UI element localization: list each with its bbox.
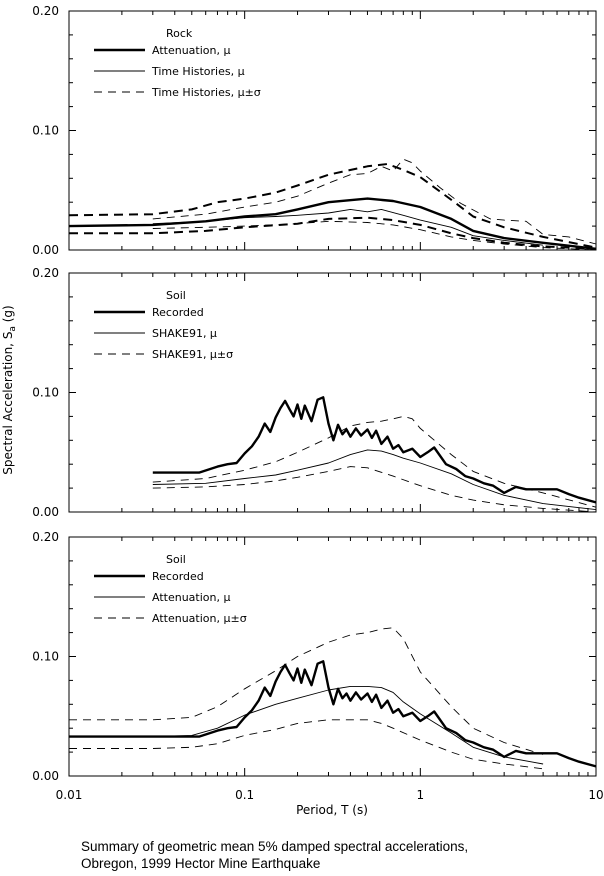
legend-entry-label: Attenuation, μ	[152, 591, 230, 604]
y-tick-label: 0.10	[32, 124, 59, 138]
y-axis-label: Spectral Acceleration, Sa (g)	[1, 305, 18, 474]
legend-title: Soil	[166, 289, 186, 302]
series-line	[152, 466, 597, 513]
chart-panels: 0.00 0.10 0.20 Rock Attenuation, μ Time Histo…	[32, 4, 603, 802]
y-tick-label: 0.20	[32, 4, 59, 18]
series-line	[152, 158, 597, 245]
y-tick-label: 0.00	[32, 505, 59, 519]
legend-entry-label: Recorded	[152, 306, 204, 319]
series-line	[152, 415, 597, 508]
legend-entry-label: Attenuation, μ	[152, 44, 230, 57]
x-tick-label: 0.01	[56, 788, 83, 802]
x-axis-label: Period, T (s)	[296, 803, 368, 817]
caption-line-1: Summary of geometric mean 5% damped spec…	[81, 839, 469, 854]
series-line	[69, 216, 597, 250]
y-tick-label: 0.20	[32, 530, 59, 544]
x-tick-label: 0.1	[235, 788, 254, 802]
y-tick-label: 0.10	[32, 650, 59, 664]
legend-entry-label: SHAKE91, μ±σ	[152, 348, 233, 361]
series-line	[68, 197, 597, 250]
legend-entry-label: Attenuation, μ±σ	[152, 612, 247, 625]
legend-title: Soil	[166, 553, 186, 566]
legend-entry-label: SHAKE91, μ	[152, 327, 217, 340]
caption-line-2: Obregon, 1999 Hector Mine Earthquake	[81, 856, 321, 871]
legend-entry-label: Time Histories, μ	[151, 65, 245, 78]
spectral-acceleration-figure: 0.00 0.10 0.20 Rock Attenuation, μ Time Histo…	[1, 4, 604, 817]
series-line	[152, 208, 544, 246]
plot-frame	[68, 272, 597, 513]
series-line	[69, 660, 597, 768]
series-line	[69, 627, 544, 755]
y-tick-label: 0.00	[32, 769, 59, 783]
series-line	[152, 449, 597, 511]
y-tick-label: 0.00	[32, 243, 59, 257]
x-tick-label: 10	[588, 788, 603, 802]
chart-panel-2: 0.00 0.10 0.20 Soil Recorded SHAKE91, μ SHAKE9…	[32, 266, 597, 519]
y-tick-label: 0.10	[32, 386, 59, 400]
series-line	[69, 719, 544, 770]
plot-frame	[68, 536, 597, 777]
y-tick-label: 0.20	[32, 266, 59, 280]
series-line	[152, 220, 597, 251]
x-tick-label: 1	[417, 788, 425, 802]
chart-panel-3: 0.00 0.10 0.20 Soil Recorded Attenuation, μ At…	[32, 530, 597, 783]
legend-entry-label: Time Histories, μ±σ	[151, 86, 261, 99]
series-line	[152, 396, 597, 504]
legend-title: Rock	[166, 27, 193, 40]
series-line	[68, 163, 597, 249]
figure-caption: Summary of geometric mean 5% damped spec…	[81, 838, 581, 872]
legend-entry-label: Recorded	[152, 570, 204, 583]
series-line	[69, 685, 544, 765]
chart-panel-1: 0.00 0.10 0.20 Rock Attenuation, μ Time Histo…	[32, 4, 597, 257]
